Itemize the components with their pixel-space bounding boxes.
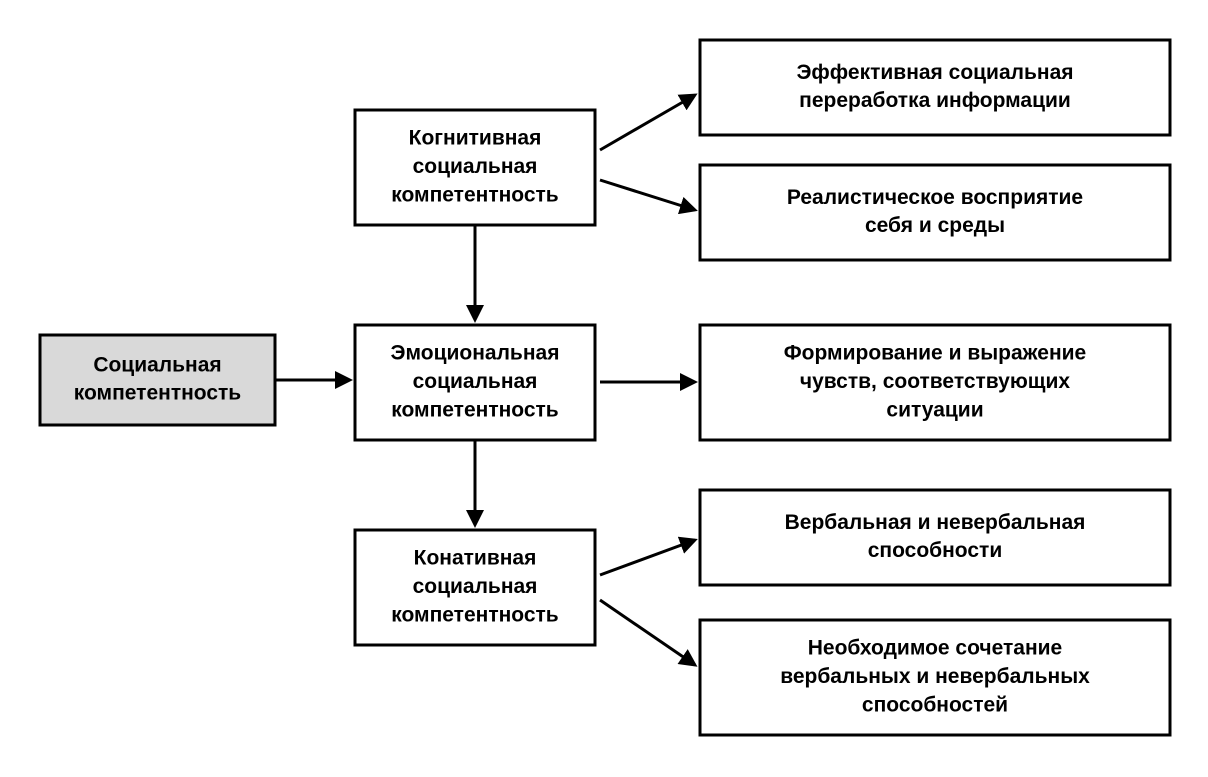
node-text-emotional-line0: Эмоциональная [391,342,560,365]
node-text-out3-line0: Формирование и выражение [784,342,1086,365]
node-text-out3-line2: ситуации [886,398,983,421]
node-text-out1-line1: переработка информации [799,89,1071,112]
node-root: Социальная компетентность [40,335,275,425]
node-rect-out2 [700,165,1170,260]
edge-7 [600,600,695,665]
edge-4 [600,180,695,210]
node-text-emotional-line2: компетентность [391,398,559,421]
node-text-root-line1: компетентность [74,382,242,405]
node-text-out3-line1: чувств, соответствующих [800,370,1071,393]
node-rect-out1 [700,40,1170,135]
node-text-out4-line0: Вербальная и невербальная [785,511,1086,534]
node-text-out1-line0: Эффективная социальная [796,61,1073,84]
node-text-out2-line0: Реалистическое восприятие [787,186,1083,209]
flowchart-diagram: Социальная компетентность Когнитивная социа… [0,0,1208,777]
node-emotional: Эмоциональная социальная компетентность [355,325,595,440]
node-text-out5-line2: способностей [862,693,1008,716]
node-conative: Конативная социальная компетентность [355,530,595,645]
node-text-out4-line1: способности [868,539,1003,562]
node-text-out5-line0: Необходимое сочетание [808,637,1062,660]
node-text-out5-line1: вербальных и невербальных [780,665,1090,688]
node-out1: Эффективная социальная переработка информ… [700,40,1170,135]
node-out4: Вербальная и невербальная способности [700,490,1170,585]
node-text-conative-line1: социальная [413,575,538,598]
node-text-cognitive-line1: социальная [413,155,538,178]
node-cognitive: Когнитивная социальная компетентность [355,110,595,225]
edge-6 [600,540,695,575]
edge-3 [600,95,695,150]
node-out2: Реалистическое восприятие себя и среды [700,165,1170,260]
node-rect-out4 [700,490,1170,585]
node-text-cognitive-line2: компетентность [391,183,559,206]
node-text-root-line0: Социальная [93,353,221,376]
node-text-conative-line0: Конативная [414,547,537,570]
node-out3: Формирование и выражение чувств, соответс… [700,325,1170,440]
node-text-emotional-line1: социальная [413,370,538,393]
node-text-cognitive-line0: Когнитивная [409,127,542,150]
node-text-out2-line1: себя и среды [865,214,1005,237]
node-rect-root [40,335,275,425]
node-text-conative-line2: компетентность [391,603,559,626]
node-out5: Необходимое сочетание вербальных и неверб… [700,620,1170,735]
